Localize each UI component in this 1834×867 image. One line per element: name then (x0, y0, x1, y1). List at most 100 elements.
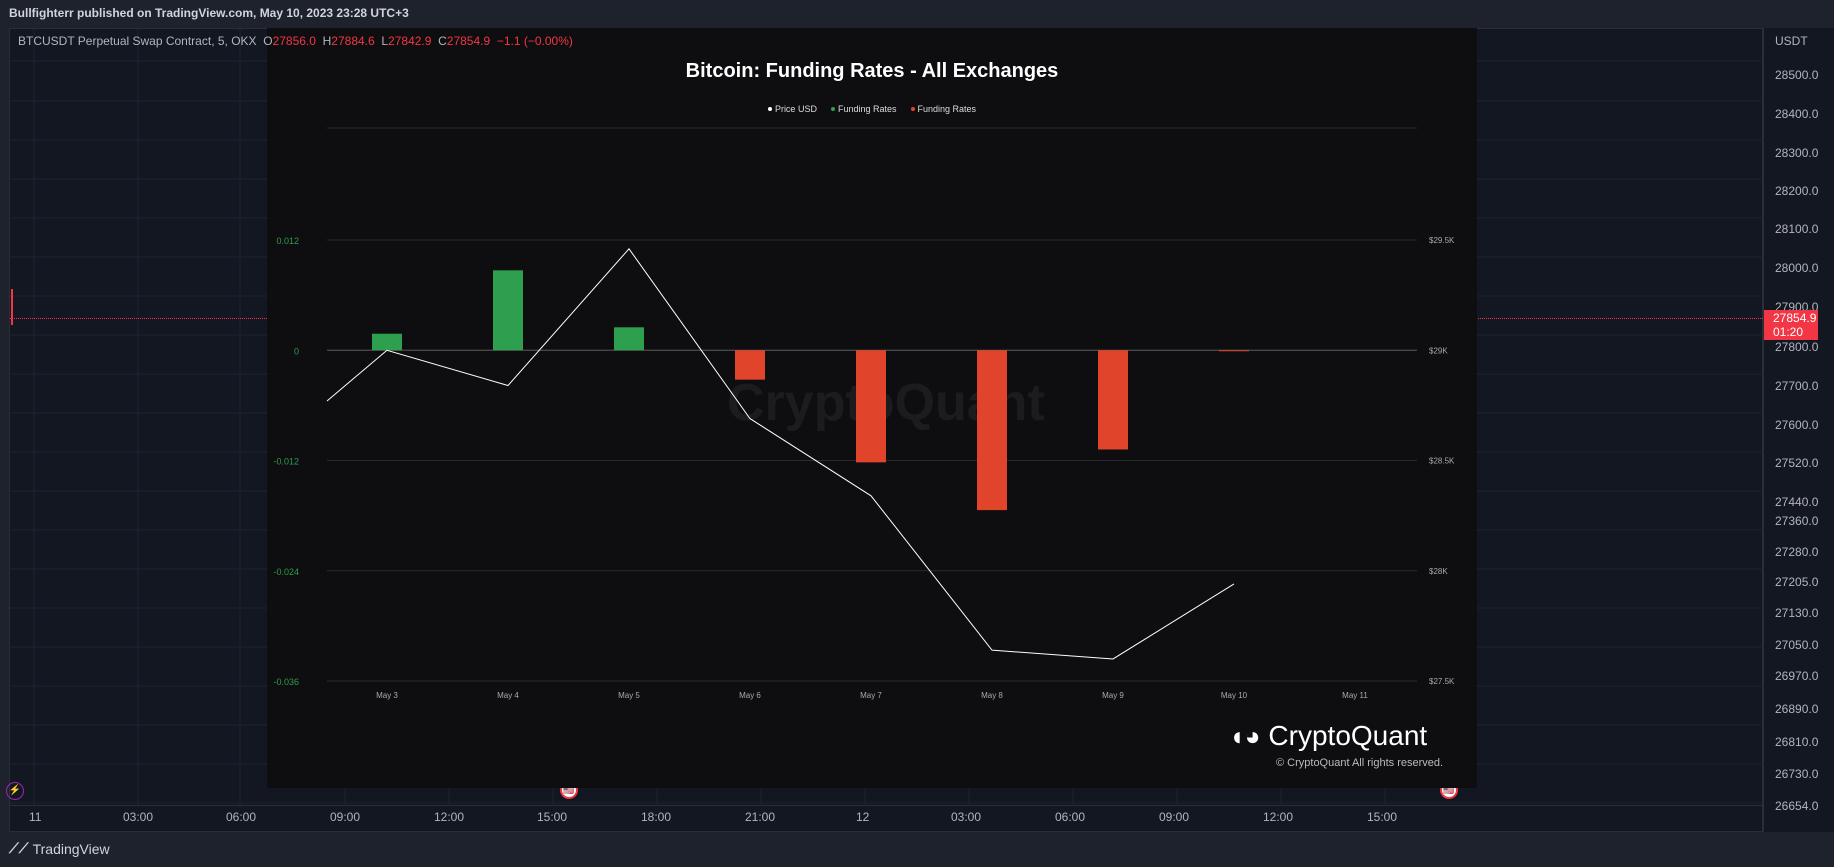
funding-rate-bar (614, 327, 644, 351)
time-axis-label: 03:00 (951, 810, 982, 824)
price-axis-label: 28400.0 (1775, 107, 1819, 121)
time-axis-label: 06:00 (226, 810, 257, 824)
price-axis-label: 28100.0 (1775, 222, 1819, 236)
bar-countdown: 01:20 (1773, 325, 1804, 339)
left-tick-label: 0.012 (276, 236, 299, 246)
x-tick-label: May 5 (618, 691, 640, 700)
time-axis-label: 12:00 (434, 810, 465, 824)
x-tick-label: May 10 (1221, 691, 1248, 700)
left-tick-label: -0.024 (273, 567, 299, 577)
funding-rate-bar (372, 333, 402, 351)
right-tick-label: $29.5K (1429, 236, 1455, 245)
time-axis-label: 15:00 (1367, 810, 1398, 824)
cryptoquant-chart-image: Bitcoin: Funding Rates - All Exchanges P… (267, 28, 1477, 788)
price-axis-label: 28000.0 (1775, 261, 1819, 275)
tradingview-footer[interactable]: ⟋⟋ TradingView (9, 840, 110, 857)
legend-dot-icon (910, 107, 915, 111)
price-axis-label: 27050.0 (1775, 638, 1819, 652)
legend-label: Price USD (774, 104, 817, 114)
candle (11, 289, 13, 325)
time-axis-label: 12 (856, 810, 870, 824)
left-tick-label: -0.036 (273, 677, 299, 687)
price-axis-label: 27700.0 (1775, 379, 1819, 393)
legend-item: Funding Rates (830, 104, 897, 114)
last-price-badge: 27854.9 01:20 (1764, 310, 1818, 340)
cryptoquant-brand-text: CryptoQuant (1268, 720, 1428, 751)
funding-rate-bar (856, 350, 886, 463)
chart-legend: Price USD Funding Rates Funding Rates (267, 104, 1477, 114)
legend-item: Price USD (767, 104, 817, 114)
symbol-ohlc: BTCUSDT Perpetual Swap Contract, 5, OKX … (18, 34, 573, 48)
price-axis-currency[interactable]: USDT (1775, 34, 1808, 48)
left-tick-label: 0 (294, 346, 299, 356)
open-value: 27856.0 (272, 34, 316, 48)
price-axis-label: 26970.0 (1775, 669, 1819, 683)
price-axis-label: 26654.0 (1775, 799, 1819, 813)
price-axis-label: 27520.0 (1775, 456, 1819, 470)
time-axis-label: 09:00 (1159, 810, 1190, 824)
last-price-value: 27854.9 (1773, 311, 1817, 325)
change-value: −1.1 (−0.00%) (496, 34, 573, 48)
time-axis-label: 12:00 (1263, 810, 1294, 824)
funding-rate-bar (493, 270, 523, 351)
close-value: 27854.9 (446, 34, 491, 48)
price-axis-label: 27280.0 (1775, 545, 1819, 559)
legend-dot-icon (830, 107, 835, 111)
high-value: 27884.6 (331, 34, 375, 48)
funding-rate-bar (735, 350, 765, 380)
right-tick-label: $28K (1429, 567, 1448, 576)
x-tick-label: May 9 (1102, 691, 1124, 700)
x-tick-label: May 8 (981, 691, 1003, 700)
funding-rate-bar (1098, 350, 1128, 450)
time-axis-label: 11 (29, 810, 42, 824)
high-label: H (322, 34, 332, 48)
x-tick-label: May 11 (1342, 691, 1368, 700)
time-axis-label: 06:00 (1055, 810, 1086, 824)
time-axis-label: 03:00 (123, 810, 154, 824)
cryptoquant-copyright: © CryptoQuant All rights reserved. (1276, 757, 1444, 769)
legend-item: Funding Rates (910, 104, 977, 114)
open-label: O (263, 34, 273, 48)
funding-rate-bar (1219, 350, 1249, 352)
price-axis-label: 28300.0 (1775, 146, 1819, 160)
x-tick-label: May 3 (376, 691, 398, 700)
time-axis-label: 18:00 (641, 810, 672, 824)
price-axis-label: 26730.0 (1775, 767, 1819, 781)
legend-label: Funding Rates (837, 104, 897, 114)
tradingview-brand: TradingView (32, 840, 110, 857)
price-axis-label: 28200.0 (1775, 184, 1819, 198)
price-axis-label: 27800.0 (1775, 340, 1819, 354)
right-tick-label: $27.5K (1429, 677, 1455, 686)
price-axis-label: 27600.0 (1775, 418, 1819, 432)
tradingview-logo-icon: ⟋⟋ (9, 840, 29, 856)
legend-dot-icon (767, 107, 772, 111)
x-tick-label: May 6 (739, 691, 761, 700)
alert-bolt-icon[interactable]: ⚡ (6, 782, 24, 800)
time-axis[interactable] (9, 805, 1763, 833)
chart-title: Bitcoin: Funding Rates - All Exchanges (685, 60, 1059, 82)
time-axis-label: 15:00 (537, 810, 568, 824)
price-axis-label: 26890.0 (1775, 702, 1819, 716)
price-axis-label: 28500.0 (1775, 68, 1819, 82)
cryptoquant-logo-icon: ◖◕ (1229, 720, 1261, 751)
price-axis[interactable] (1763, 28, 1834, 832)
close-label: C (438, 34, 447, 48)
right-tick-label: $29K (1429, 346, 1448, 355)
symbol-name: BTCUSDT Perpetual Swap Contract, 5, OKX (18, 34, 257, 48)
legend-label: Funding Rates (917, 104, 977, 114)
price-axis-label: 26810.0 (1775, 735, 1819, 749)
funding-rate-plot: 0.012 0 -0.012 -0.024 -0.036 $29.5K $29K $28.5K… (273, 127, 1455, 700)
price-axis-label: 27130.0 (1775, 606, 1819, 620)
price-axis-label: 27205.0 (1775, 575, 1819, 589)
cryptoquant-brand: ◖◕ CryptoQuant (1229, 720, 1427, 752)
x-tick-label: May 7 (860, 691, 882, 700)
low-label: L (381, 34, 389, 48)
left-tick-label: -0.012 (273, 457, 299, 467)
price-axis-label: 27440.0 (1775, 495, 1819, 509)
price-usd-line (326, 248, 1235, 660)
right-tick-label: $28.5K (1429, 457, 1455, 466)
low-value: 27842.9 (388, 34, 432, 48)
time-axis-label: 09:00 (330, 810, 361, 824)
time-axis-label: 21:00 (745, 810, 776, 824)
x-tick-label: May 4 (497, 691, 519, 700)
